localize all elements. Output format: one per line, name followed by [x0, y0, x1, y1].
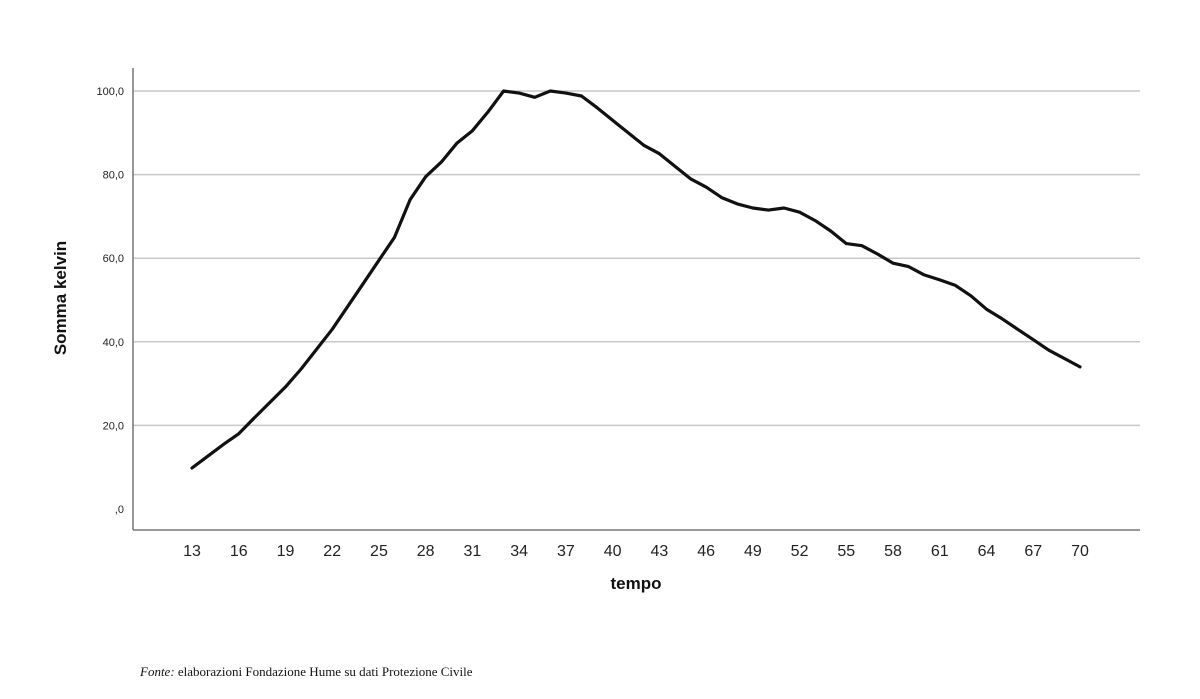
x-tick-label: 55 — [837, 543, 855, 560]
axes — [132, 68, 1140, 531]
x-tick-label: 43 — [650, 543, 668, 560]
y-axis-title: Somma kelvin — [51, 241, 70, 355]
x-tick-labels: 13 16 19 22 25 28 31 34 37 40 43 46 49 52 55 58 61 64 67 70 — [183, 543, 1089, 560]
x-tick-label: 61 — [931, 543, 949, 560]
y-tick-label: 80,0 — [103, 170, 124, 182]
y-tick-label: 20,0 — [103, 420, 124, 432]
source-lead: Fonte: — [140, 664, 175, 679]
x-tick-label: 52 — [791, 543, 809, 560]
x-tick-label: 31 — [464, 543, 482, 560]
source-note: Fonte: elaborazioni Fondazione Hume su d… — [140, 664, 473, 680]
x-tick-label: 58 — [884, 543, 902, 560]
x-tick-label: 16 — [230, 543, 248, 560]
line-chart: ,0 20,0 40,0 60,0 80,0 100,0 13 16 19 22 25 28 31 34… — [51, 68, 1140, 593]
source-text: elaborazioni Fondazione Hume su dati Pro… — [174, 664, 473, 679]
x-tick-label: 40 — [604, 543, 622, 560]
x-tick-label: 46 — [697, 543, 715, 560]
y-tick-label: 40,0 — [103, 337, 124, 349]
x-tick-label: 13 — [183, 543, 201, 560]
x-tick-label: 34 — [510, 543, 528, 560]
x-tick-label: 19 — [277, 543, 295, 560]
series-line — [190, 89, 1082, 470]
x-tick-label: 49 — [744, 543, 762, 560]
x-tick-label: 70 — [1071, 543, 1089, 560]
grid-lines — [133, 90, 1140, 427]
x-tick-label: 67 — [1024, 543, 1042, 560]
y-tick-label: ,0 — [115, 504, 124, 516]
x-tick-label: 64 — [978, 543, 996, 560]
x-tick-label: 25 — [370, 543, 388, 560]
y-tick-labels: ,0 20,0 40,0 60,0 80,0 100,0 — [96, 86, 124, 516]
x-axis-title: tempo — [611, 574, 662, 593]
x-tick-label: 37 — [557, 543, 575, 560]
y-tick-label: 60,0 — [103, 253, 124, 265]
y-tick-label: 100,0 — [96, 86, 124, 98]
x-tick-label: 28 — [417, 543, 435, 560]
x-tick-label: 22 — [323, 543, 341, 560]
